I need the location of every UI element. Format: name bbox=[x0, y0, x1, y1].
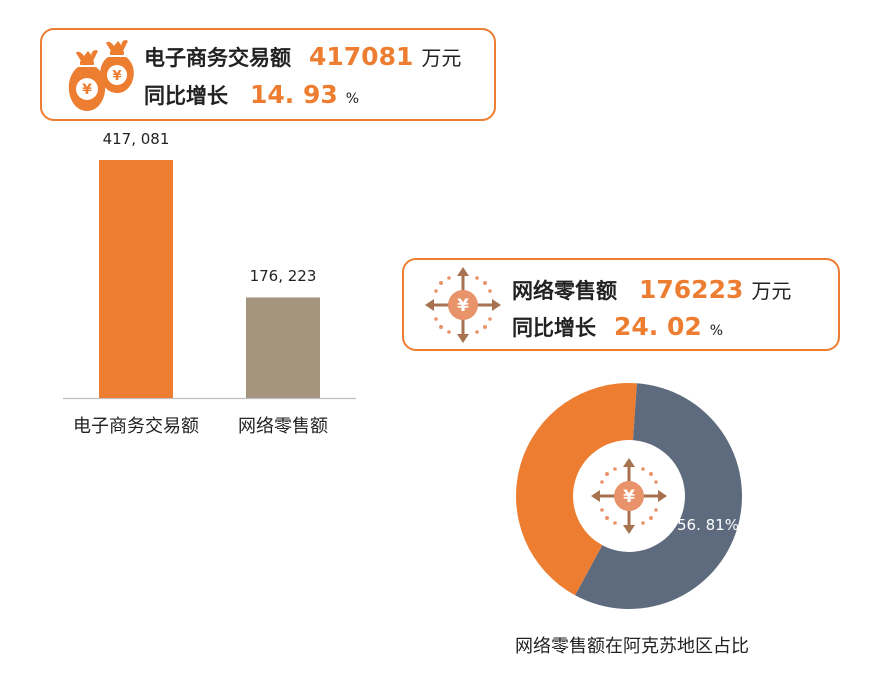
ecommerce-unit: 万元 bbox=[421, 46, 462, 70]
pie-slice-label: 56. 81% bbox=[677, 516, 739, 534]
money-bag-icon: ¥ ¥ bbox=[68, 40, 134, 111]
bar-data-label: 417, 081 bbox=[102, 130, 170, 148]
retail-label: 网络零售额 bbox=[512, 279, 617, 303]
retail-value: 176223 bbox=[639, 275, 744, 304]
retail-growth-unit: % bbox=[709, 323, 724, 339]
retail-growth-value: 24. 02 bbox=[614, 312, 702, 341]
svg-text:¥: ¥ bbox=[457, 296, 469, 316]
donut-center-icon: ¥ bbox=[591, 458, 667, 534]
bar-1 bbox=[99, 160, 173, 398]
yuan-arrows-icon: ¥ bbox=[425, 267, 501, 343]
retail-growth-label: 同比增长 bbox=[512, 316, 596, 340]
retail-unit: 万元 bbox=[751, 279, 792, 303]
svg-text:¥: ¥ bbox=[623, 487, 635, 507]
ecommerce-value: 417081 bbox=[309, 42, 414, 71]
ecommerce-growth-value: 14. 93 bbox=[250, 80, 338, 109]
ecommerce-growth-unit: % bbox=[345, 91, 360, 107]
bar-2 bbox=[246, 297, 320, 398]
bar-data-label: 176, 223 bbox=[249, 267, 317, 286]
bar-category-label: 网络零售额 bbox=[238, 416, 328, 437]
svg-text:¥: ¥ bbox=[112, 69, 121, 84]
donut-chart: ¥ 56. 81% bbox=[516, 383, 742, 609]
ecommerce-label: 电子商务交易额 bbox=[144, 46, 291, 70]
retail-summary-card: ¥ 网络零售额 176223 万元 同比增长 24. 02% bbox=[402, 258, 840, 351]
ecommerce-summary-card: ¥ ¥ 电子商务交易额 417081 万元 同比增长 14. 93% bbox=[40, 28, 496, 121]
ecommerce-growth-label: 同比增长 bbox=[144, 84, 228, 108]
bar-chart bbox=[63, 160, 356, 400]
pie-caption: 网络零售额在阿克苏地区占比 bbox=[515, 636, 749, 657]
svg-text:¥: ¥ bbox=[82, 82, 92, 98]
bar-category-label: 电子商务交易额 bbox=[73, 416, 199, 437]
